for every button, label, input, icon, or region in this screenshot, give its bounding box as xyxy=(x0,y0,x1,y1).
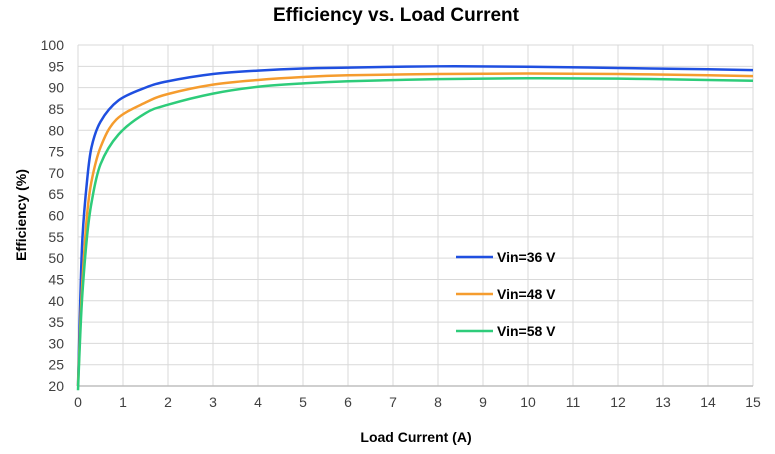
y-tick-label: 95 xyxy=(48,58,64,74)
y-tick-label: 20 xyxy=(48,378,64,394)
x-axis-ticks: 0 1 2 3 4 5 6 7 8 9 10 11 12 13 14 15 xyxy=(74,394,761,410)
chart-title: Efficiency vs. Load Current xyxy=(273,5,520,26)
x-tick-label: 12 xyxy=(610,394,626,410)
x-tick-label: 15 xyxy=(745,394,761,410)
y-axis-ticks: 20 25 30 35 40 45 50 55 60 65 70 75 80 85 90 95 100 xyxy=(41,37,65,394)
series-lines xyxy=(76,65,754,391)
x-tick-label: 13 xyxy=(655,394,671,410)
x-tick-label: 14 xyxy=(700,394,716,410)
legend-label: Vin=58 V xyxy=(497,323,556,339)
legend-label: Vin=48 V xyxy=(497,286,556,302)
y-tick-label: 100 xyxy=(41,37,65,53)
x-tick-label: 4 xyxy=(254,394,262,410)
series-line-1 xyxy=(76,65,754,387)
y-tick-label: 85 xyxy=(48,101,64,117)
y-tick-label: 50 xyxy=(48,250,64,266)
x-axis-label: Load Current (A) xyxy=(360,429,471,445)
y-tick-label: 40 xyxy=(48,293,64,309)
series-line-2 xyxy=(76,72,754,387)
x-tick-label: 10 xyxy=(520,394,536,410)
y-axis-label: Efficiency (%) xyxy=(13,169,29,261)
y-tick-label: 75 xyxy=(48,144,64,160)
x-tick-label: 9 xyxy=(479,394,487,410)
y-tick-label: 65 xyxy=(48,186,64,202)
x-tick-label: 3 xyxy=(209,394,217,410)
legend: Vin=36 V Vin=48 V Vin=58 V xyxy=(456,249,556,339)
x-tick-label: 7 xyxy=(389,394,397,410)
y-tick-label: 30 xyxy=(48,335,64,351)
y-tick-label: 80 xyxy=(48,122,64,138)
x-tick-label: 5 xyxy=(299,394,307,410)
x-tick-label: 11 xyxy=(566,394,581,410)
y-tick-label: 90 xyxy=(48,80,64,96)
y-tick-label: 35 xyxy=(48,314,64,330)
grid xyxy=(77,44,754,387)
x-tick-label: 8 xyxy=(434,394,442,410)
y-tick-label: 60 xyxy=(48,208,64,224)
series-line-3 xyxy=(76,76,754,391)
x-tick-label: 0 xyxy=(74,394,82,410)
legend-label: Vin=36 V xyxy=(497,249,556,265)
y-tick-label: 55 xyxy=(48,229,64,245)
y-tick-label: 45 xyxy=(48,271,64,287)
x-tick-label: 1 xyxy=(119,394,127,410)
x-tick-label: 6 xyxy=(344,394,352,410)
y-tick-label: 70 xyxy=(48,165,64,181)
x-tick-label: 2 xyxy=(164,394,172,410)
y-tick-label: 25 xyxy=(48,357,64,373)
